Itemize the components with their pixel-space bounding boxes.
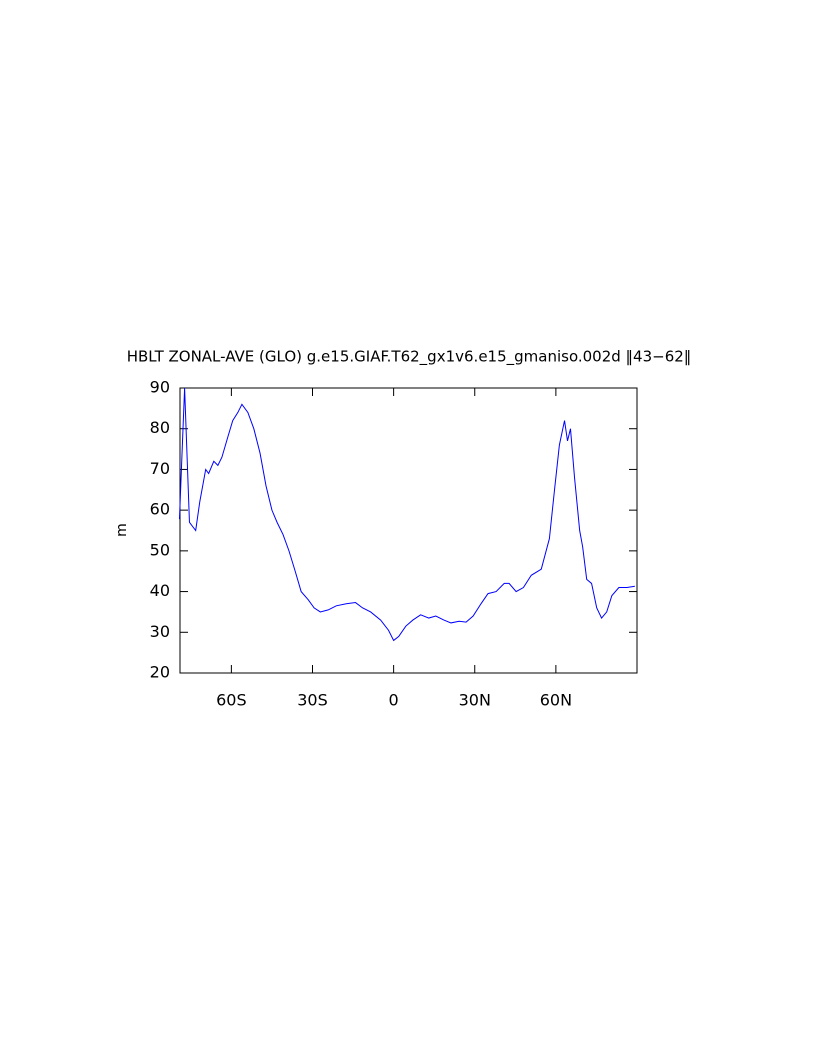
y-tick-label: 30: [150, 622, 170, 641]
plot-frame: [179, 387, 638, 674]
x-tick-label: 60S: [216, 691, 247, 710]
y-tick-label: 80: [150, 418, 170, 437]
y-tick-label: 20: [150, 663, 170, 682]
y-tick-label: 70: [150, 459, 170, 478]
y-tick-label: 50: [150, 540, 170, 559]
x-tick-label: 60N: [540, 691, 572, 710]
x-tick-label: 30S: [297, 691, 328, 710]
data-line: [178, 387, 635, 642]
y-axis-label: m: [114, 523, 130, 537]
x-tick-label: 0: [389, 691, 399, 710]
y-tick-label: 60: [150, 500, 170, 519]
y-tick-label: 40: [150, 581, 170, 600]
x-tick-label: 30N: [459, 691, 491, 710]
chart-title: HBLT ZONAL-AVE (GLO) g.e15.GIAF.T62_gx1v…: [127, 348, 692, 367]
y-tick-label: 90: [150, 378, 170, 397]
